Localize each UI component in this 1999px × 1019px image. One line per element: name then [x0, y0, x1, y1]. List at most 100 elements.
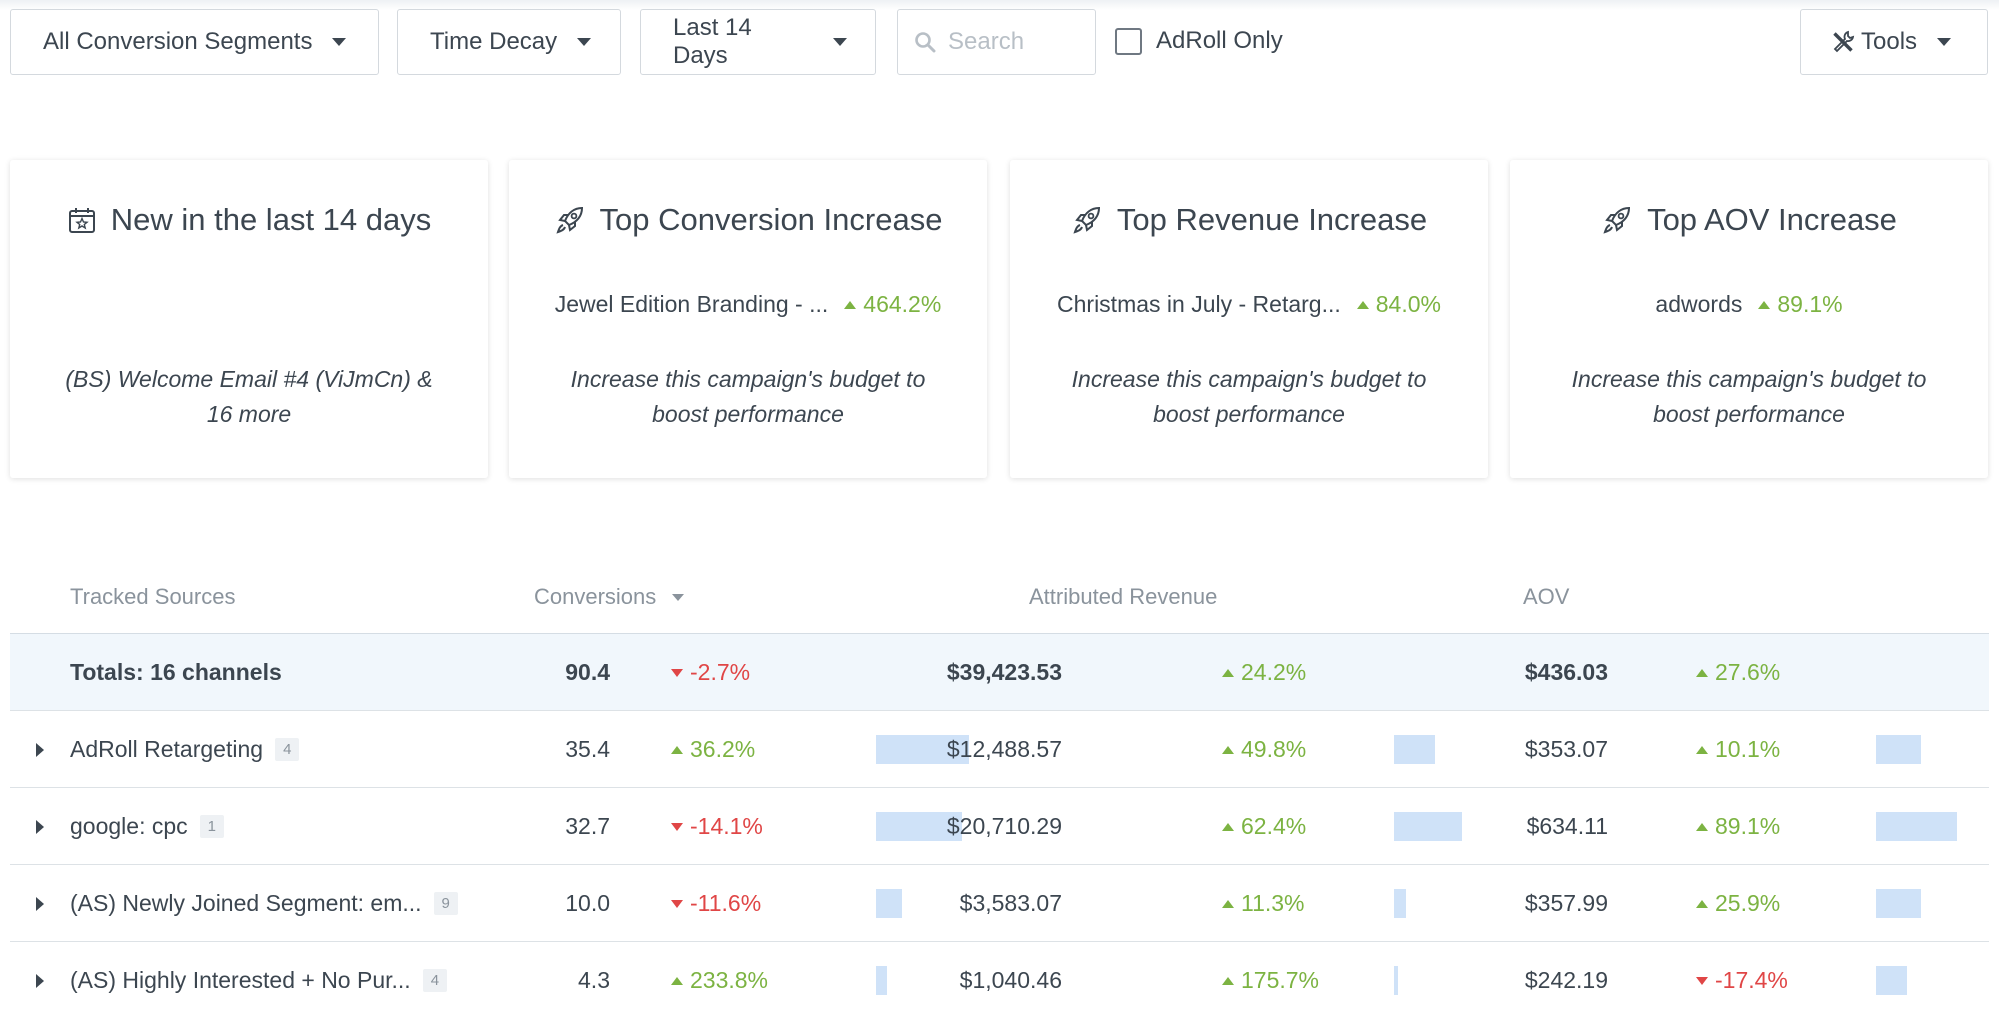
arrow-up-icon: [1696, 899, 1708, 908]
totals-conversions: 90.4: [565, 659, 610, 685]
change-value: 62.4%: [1241, 813, 1307, 839]
header-attributed-revenue[interactable]: Attributed Revenue: [1029, 584, 1217, 610]
row-aov: $634.11: [1526, 813, 1608, 839]
conversions-bar: [876, 966, 887, 995]
row-conversions: 35.4: [565, 736, 610, 762]
totals-aov: $436.03: [1524, 659, 1608, 685]
row-rev-change: 11.3%: [1222, 865, 1305, 942]
arrow-up-icon: [1222, 745, 1234, 754]
change-value: -14.1%: [690, 813, 763, 839]
tools-icon: [1833, 30, 1855, 53]
table-row[interactable]: AdRoll Retargeting 4 35.4 36.2% $12,488.5…: [10, 710, 1989, 787]
row-revenue: $12,488.57: [946, 736, 1062, 762]
row-conversions: 4.3: [578, 967, 610, 993]
change-value: 233.8%: [690, 967, 769, 993]
attribution-model-dropdown[interactable]: Time Decay: [397, 9, 621, 75]
row-aov-change: 25.9%: [1696, 865, 1780, 942]
row-conversions: 10.0: [565, 890, 610, 916]
calendar-star-icon: [68, 208, 95, 233]
sort-desc-icon: [672, 593, 685, 601]
card-note: Increase this campaign's budget to boost…: [1571, 366, 1927, 427]
change-value: 89.1%: [1715, 813, 1781, 839]
chevron-down-icon: [577, 38, 592, 46]
card-campaign-name: Jewel Edition Branding - ...: [554, 291, 829, 317]
search-input[interactable]: [946, 27, 1090, 57]
source-count-badge: 1: [199, 815, 224, 838]
row-aov: $357.99: [1524, 890, 1608, 916]
change-value: -11.6%: [690, 890, 762, 916]
arrow-up-icon: [1222, 822, 1234, 831]
row-conv-change: 233.8%: [671, 942, 768, 1019]
arrow-up-icon: [1696, 822, 1708, 831]
row-revenue: $20,710.29: [946, 813, 1062, 839]
tools-dropdown[interactable]: Tools: [1800, 9, 1988, 75]
header-label: Conversions: [534, 584, 657, 609]
arrow-up-icon: [1222, 976, 1234, 985]
search-box[interactable]: [897, 9, 1096, 75]
search-icon: [915, 32, 936, 53]
revenue-bar: [1394, 966, 1398, 995]
date-range-dropdown[interactable]: Last 14 Days: [640, 9, 876, 75]
conversions-bar: [876, 889, 902, 918]
totals-conv-change: -2.7%: [690, 659, 751, 685]
source-name[interactable]: (AS) Newly Joined Segment: em...: [70, 890, 422, 916]
model-label: Time Decay: [430, 28, 558, 55]
table-row[interactable]: google: cpc 1 32.7 -14.1% $20,710.29 62.4…: [10, 787, 1989, 864]
adroll-only-label: AdRoll Only: [1156, 27, 1283, 54]
row-conv-change: 36.2%: [671, 711, 755, 788]
expand-caret-icon[interactable]: [36, 973, 44, 988]
card-change: 84.0%: [1375, 291, 1441, 317]
revenue-bar: [1394, 812, 1462, 841]
tools-label: Tools: [1861, 28, 1918, 55]
source-count-badge: 4: [275, 738, 300, 761]
chevron-down-icon: [833, 38, 847, 46]
card-title: New in the last 14 days: [110, 202, 432, 237]
expand-caret-icon[interactable]: [36, 819, 44, 834]
chevron-down-icon: [1937, 38, 1952, 46]
header-conversions[interactable]: Conversions: [534, 584, 685, 610]
insight-card-conversion: Top Conversion Increase Jewel Edition Br…: [509, 160, 987, 478]
card-title: Top AOV Increase: [1647, 202, 1897, 237]
change-value: 49.8%: [1241, 736, 1307, 762]
arrow-up-icon: [671, 745, 683, 754]
adroll-only-checkbox[interactable]: AdRoll Only: [1115, 27, 1283, 55]
segments-dropdown[interactable]: All Conversion Segments: [10, 9, 379, 75]
checkbox-box[interactable]: [1115, 27, 1142, 55]
totals-rev-change: 24.2%: [1241, 659, 1307, 685]
row-conv-change: -14.1%: [671, 788, 763, 865]
change-value: -17.4%: [1715, 967, 1788, 993]
source-name[interactable]: AdRoll Retargeting: [70, 736, 264, 762]
range-label: Last 14 Days: [673, 14, 752, 69]
card-change: 464.2%: [863, 291, 942, 317]
source-name[interactable]: google: cpc: [70, 813, 188, 839]
expand-caret-icon[interactable]: [36, 742, 44, 757]
card-change: 89.1%: [1777, 291, 1843, 317]
arrow-up-icon: [1696, 668, 1708, 677]
chevron-down-icon: [332, 38, 347, 46]
row-aov-change: 89.1%: [1696, 788, 1780, 865]
card-note: Increase this campaign's budget to boost…: [570, 366, 926, 427]
conversions-bar: [876, 812, 962, 841]
table-row[interactable]: (AS) Newly Joined Segment: em... 9 10.0 -…: [10, 864, 1989, 941]
header-label: AOV: [1523, 584, 1570, 609]
arrow-down-icon: [671, 668, 683, 677]
table-row[interactable]: (AS) Highly Interested + No Pur... 4 4.3 …: [10, 941, 1989, 1018]
row-aov: $242.19: [1524, 967, 1608, 993]
arrow-down-icon: [671, 822, 683, 831]
header-tracked-sources[interactable]: Tracked Sources: [70, 584, 235, 610]
row-aov-change: 10.1%: [1696, 711, 1780, 788]
card-note: Increase this campaign's budget to boost…: [1071, 366, 1427, 427]
arrow-up-icon: [1758, 300, 1771, 309]
expand-caret-icon[interactable]: [36, 896, 44, 911]
source-name[interactable]: (AS) Highly Interested + No Pur...: [70, 967, 411, 993]
toolbar-shadow: [0, 0, 1999, 10]
header-aov[interactable]: AOV: [1523, 584, 1569, 610]
change-value: 11.3%: [1241, 890, 1305, 916]
rocket-icon: [555, 206, 583, 234]
totals-label: Totals: 16 channels: [70, 659, 282, 685]
arrow-up-icon: [1696, 745, 1708, 754]
change-value: 175.7%: [1241, 967, 1320, 993]
row-revenue: $1,040.46: [959, 967, 1062, 993]
card-title: Top Conversion Increase: [599, 202, 943, 237]
aov-bar: [1876, 812, 1957, 841]
